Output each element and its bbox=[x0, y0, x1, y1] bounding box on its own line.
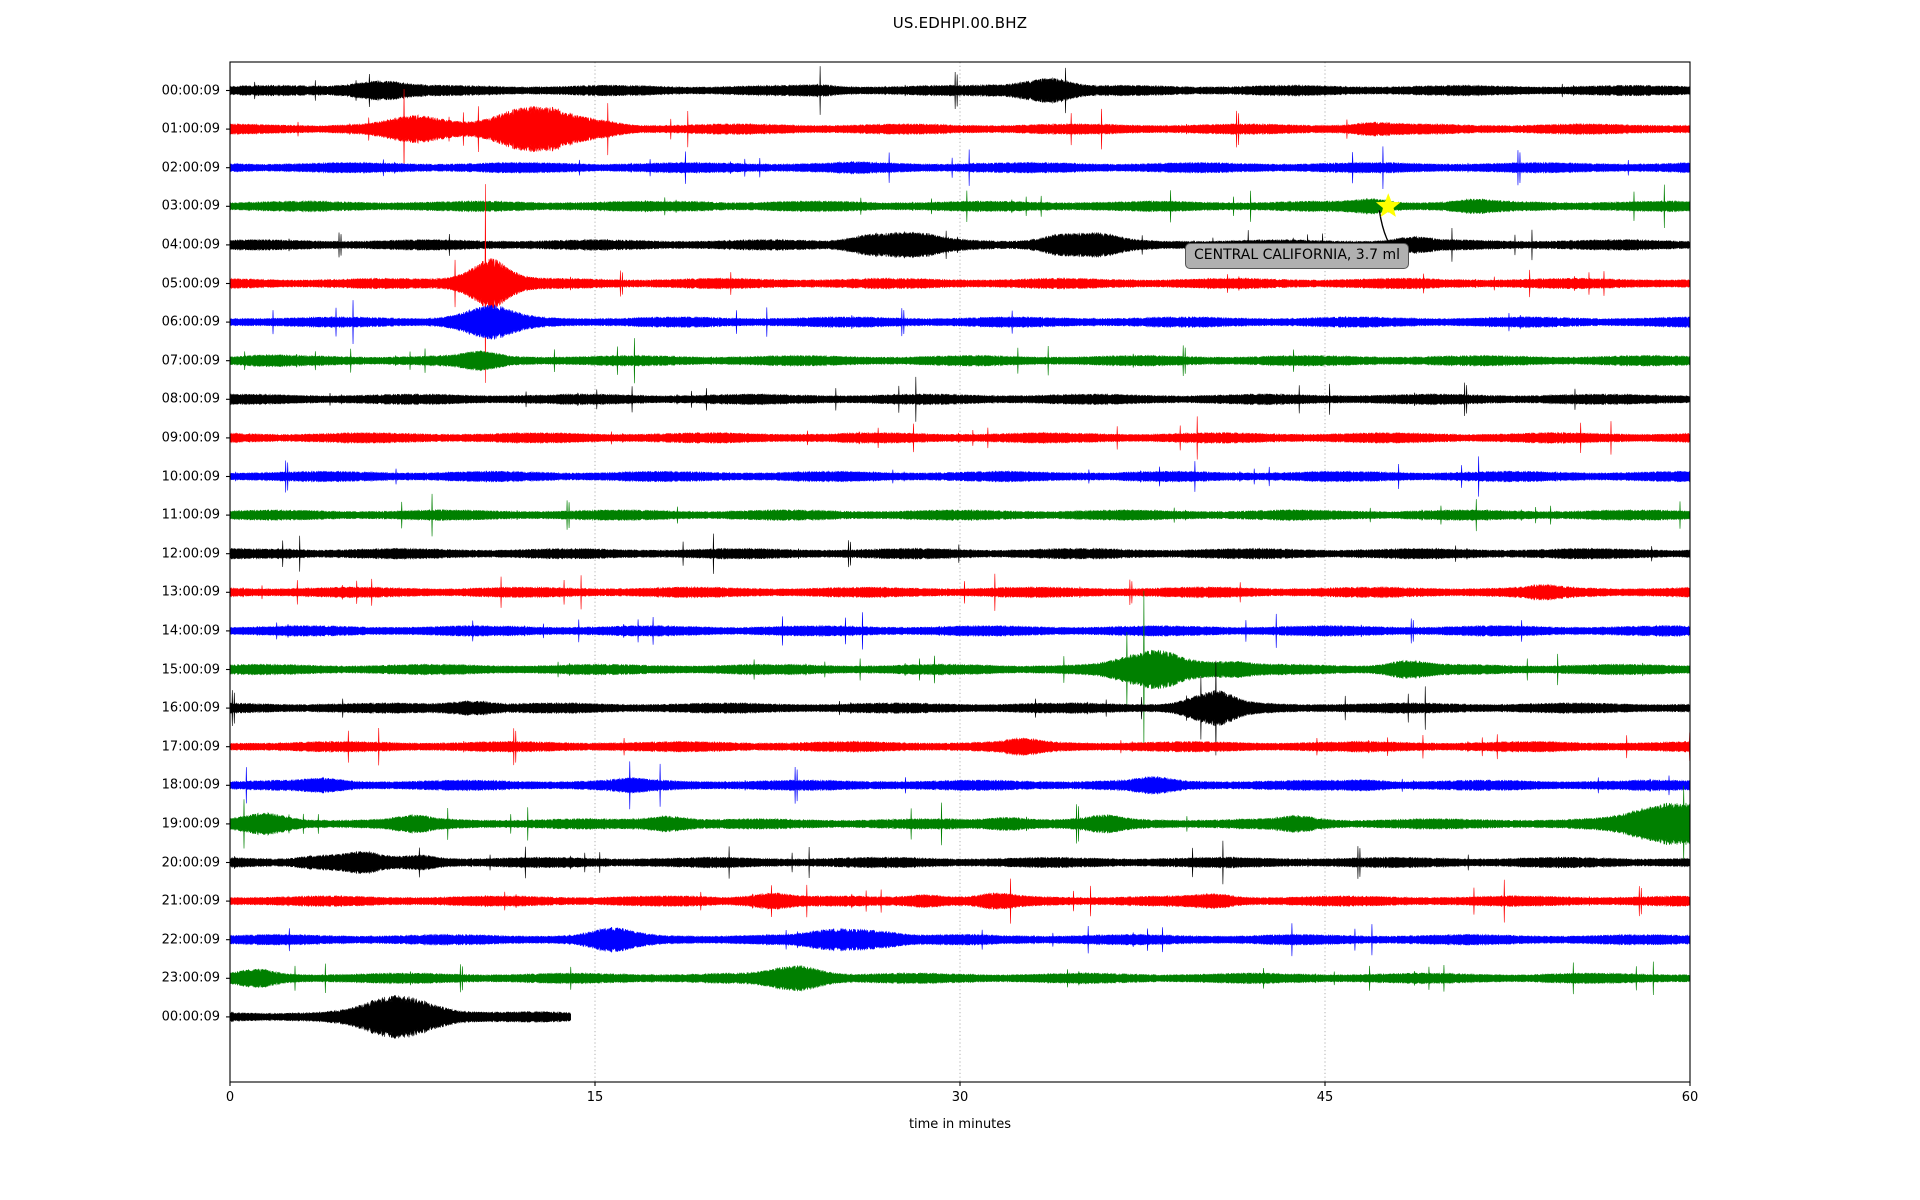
x-axis-tick-label: 45 bbox=[1316, 1090, 1334, 1105]
seismic-trace bbox=[229, 761, 1691, 810]
x-axis-label: time in minutes bbox=[908, 1117, 1012, 1132]
y-axis-tick-label: 14:00:09 bbox=[161, 623, 220, 639]
seismic-trace bbox=[229, 456, 1691, 497]
y-axis-tick-label: 15:00:09 bbox=[161, 662, 220, 677]
gridlines-group bbox=[594, 62, 1326, 1082]
x-axis-tick-label: 60 bbox=[1681, 1090, 1699, 1105]
y-axis-tick-label: 11:00:09 bbox=[161, 507, 220, 523]
y-axis-tick-label: 00:00:09 bbox=[161, 83, 220, 98]
page-title: US.EDHPI.00.BHZ bbox=[892, 14, 1028, 32]
seismic-trace bbox=[229, 840, 1691, 885]
y-axis-tick-label: 02:00:09 bbox=[161, 160, 220, 176]
seismic-trace bbox=[229, 184, 1691, 383]
y-axis-tick-label: 18:00:09 bbox=[161, 777, 220, 793]
axes-frame bbox=[229, 61, 1691, 1083]
seismic-trace bbox=[229, 727, 1691, 766]
seismic-trace bbox=[229, 416, 1691, 460]
seismic-trace bbox=[229, 184, 1691, 229]
y-axis-tick-label: 07:00:09 bbox=[161, 353, 220, 369]
y-axis-tick-label: 20:00:09 bbox=[161, 855, 220, 870]
event-annotation-label: CENTRAL CALIFORNIA, 3.7 ml bbox=[1185, 243, 1410, 269]
seismic-trace bbox=[229, 300, 1691, 345]
y-axis-tick-label: 21:00:09 bbox=[161, 893, 220, 909]
plot-border bbox=[229, 61, 1691, 1083]
y-axis-tick-label: 05:00:09 bbox=[161, 276, 220, 291]
y-axis-tick-label: 00:00:09 bbox=[161, 1009, 220, 1025]
traces-group bbox=[229, 66, 1691, 1040]
y-axis-tick-label: 04:00:09 bbox=[161, 237, 220, 253]
earthquake-epicenter-star-icon bbox=[1375, 193, 1401, 217]
seismic-trace bbox=[229, 146, 1691, 189]
y-axis-tick-label: 16:00:09 bbox=[161, 700, 220, 716]
y-axis-tick-label: 09:00:09 bbox=[161, 430, 220, 446]
y-axis-tick-label: 10:00:09 bbox=[161, 469, 220, 484]
seismic-trace bbox=[229, 376, 1691, 422]
seismic-trace bbox=[229, 338, 1691, 384]
seismic-trace bbox=[229, 994, 571, 1040]
y-axis-tick-label: 22:00:09 bbox=[161, 932, 220, 948]
y-axis-tick-label: 23:00:09 bbox=[161, 970, 220, 986]
seismic-trace bbox=[229, 878, 1691, 924]
y-axis-tick-label: 03:00:09 bbox=[161, 198, 220, 214]
y-axis-tick-label: 17:00:09 bbox=[161, 739, 220, 755]
axis-ticks-group bbox=[226, 89, 1691, 1086]
x-axis-tick-label: 30 bbox=[951, 1090, 969, 1105]
x-axis-tick-label: 15 bbox=[586, 1090, 604, 1105]
seismic-trace bbox=[229, 590, 1691, 749]
seismic-trace bbox=[229, 785, 1691, 863]
y-axis-tick-label: 13:00:09 bbox=[161, 584, 220, 600]
y-axis-tick-label: 06:00:09 bbox=[161, 314, 220, 330]
y-axis-tick-label: 19:00:09 bbox=[161, 816, 220, 832]
y-axis-tick-label: 12:00:09 bbox=[161, 546, 220, 562]
x-axis-tick-label: 0 bbox=[225, 1090, 235, 1105]
earthquake-star-icon bbox=[1375, 193, 1401, 217]
y-axis-tick-label: 01:00:09 bbox=[161, 121, 220, 137]
y-axis-tick-label: 08:00:09 bbox=[161, 391, 220, 407]
